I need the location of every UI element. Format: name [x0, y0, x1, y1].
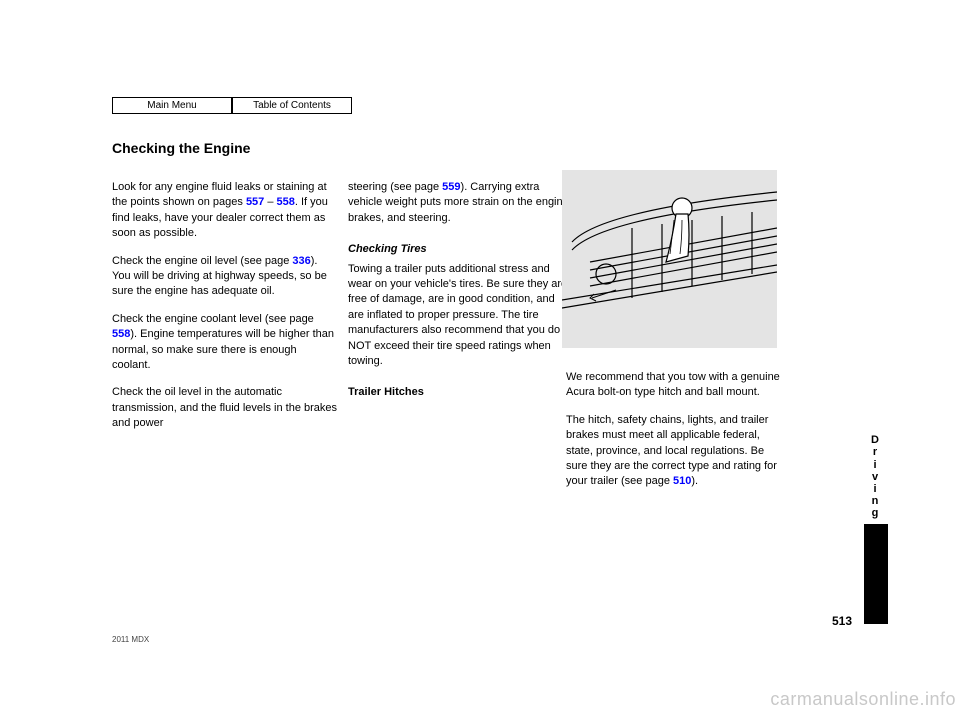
- heading-checking-tires: Checking Tires: [348, 242, 573, 257]
- link-page-558b[interactable]: 558: [112, 328, 130, 340]
- para-trans-oil: Check the oil level in the automatic tra…: [112, 385, 337, 431]
- para-coolant: Check the engine coolant level (see page…: [112, 312, 337, 374]
- main-menu-button[interactable]: Main Menu: [112, 97, 232, 114]
- para-steering: steering (see page 559). Carrying extra …: [348, 180, 573, 226]
- para-fluid-leaks: Look for any engine fluid leaks or stain…: [112, 180, 337, 242]
- heading-trailer-hitches: Trailer Hitches: [348, 385, 573, 400]
- section-label-driving: Driving: [868, 434, 882, 519]
- footer-model-year: 2011 MDX: [112, 635, 149, 644]
- section-thumb-bar: [864, 524, 888, 624]
- column-1: Look for any engine fluid leaks or stain…: [112, 180, 337, 443]
- hitch-illustration: [562, 170, 777, 348]
- para-hitch-recommend: We recommend that you tow with a genuine…: [566, 370, 781, 401]
- column-2: steering (see page 559). Carrying extra …: [348, 180, 573, 405]
- link-page-557[interactable]: 557: [246, 196, 264, 208]
- link-page-559[interactable]: 559: [442, 181, 460, 193]
- link-page-558[interactable]: 558: [277, 196, 295, 208]
- para-hitch-regs: The hitch, safety chains, lights, and tr…: [566, 413, 781, 490]
- para-oil-level: Check the engine oil level (see page 336…: [112, 254, 337, 300]
- para-tires: Towing a trailer puts additional stress …: [348, 262, 573, 370]
- link-page-336[interactable]: 336: [292, 255, 310, 267]
- column-3: We recommend that you tow with a genuine…: [566, 370, 781, 502]
- link-page-510[interactable]: 510: [673, 475, 691, 487]
- page-number: 513: [832, 614, 852, 628]
- watermark: carmanualsonline.info: [770, 689, 956, 710]
- toc-button[interactable]: Table of Contents: [232, 97, 352, 114]
- page-title: Checking the Engine: [112, 140, 250, 156]
